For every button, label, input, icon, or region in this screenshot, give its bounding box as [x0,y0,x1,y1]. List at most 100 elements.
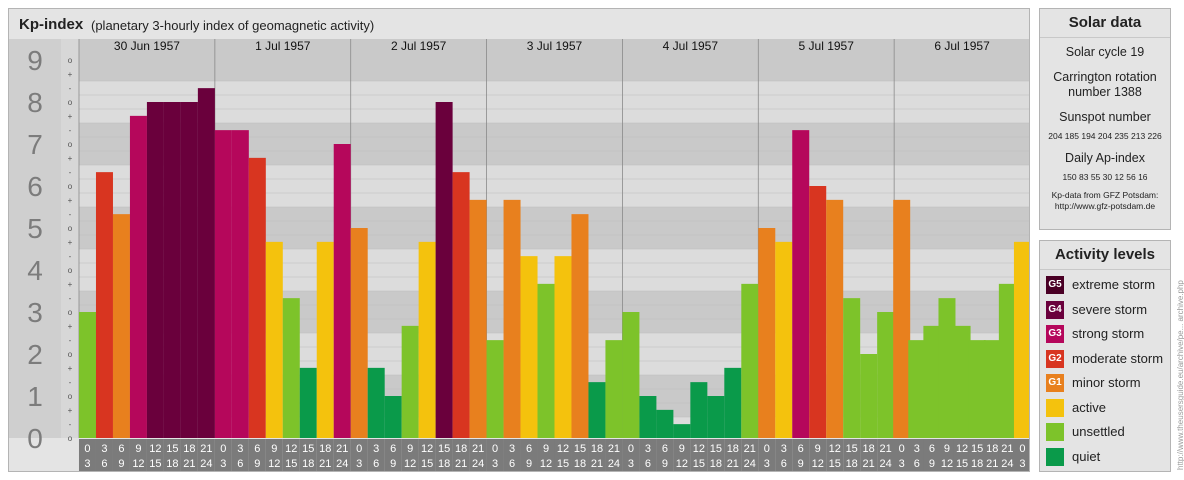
minor-tick-mark: o [68,182,73,191]
minor-tick-mark: + [68,112,73,121]
interval-end-label: 3 [628,458,634,470]
interval-tile [983,439,1001,471]
kp-bar [860,354,878,438]
interval-tile [197,439,215,471]
interval-start-label: 15 [302,443,314,455]
minor-tick-mark: + [68,280,73,289]
interval-tile [826,439,844,471]
interval-start-label: 18 [455,443,467,455]
kp-bar [983,340,1001,438]
interval-end-label: 15 [956,458,968,470]
kp-bar [452,172,470,438]
interval-end-label: 9 [254,458,260,470]
minor-tick-mark: - [69,84,72,93]
band-9 [79,39,1029,81]
interval-tile [998,439,1016,471]
legend-swatch [1046,423,1064,441]
interval-start-label: 3 [237,443,243,455]
interval-end-label: 24 [472,458,484,470]
day-label: 2 Jul 1957 [391,39,447,53]
interval-tile [923,439,941,471]
interval-start-label: 0 [764,443,770,455]
legend-label: quiet [1072,448,1101,464]
interval-tile [248,439,266,471]
interval-end-label: 3 [492,458,498,470]
interval-end-label: 12 [676,458,688,470]
interval-tile [588,439,606,471]
interval-tile [214,439,232,471]
kp-bar [316,241,334,438]
interval-start-label: 15 [710,443,722,455]
activity-levels-box: Activity levels G5 extreme storm G4 severe … [1039,240,1171,472]
interval-end-label: 24 [1001,458,1013,470]
y-tick-label: 6 [27,171,43,202]
interval-start-label: 18 [319,443,331,455]
interval-end-label: 21 [986,458,998,470]
interval-tile [520,439,538,471]
interval-start-label: 15 [166,443,178,455]
minor-tick-mark: - [69,336,72,345]
interval-start-label: 12 [557,443,569,455]
source-link[interactable]: http://www.gfz-potsdam.de [1054,201,1156,211]
interval-end-label: 21 [863,458,875,470]
minor-tick-mark: - [69,378,72,387]
interval-end-label: 9 [662,458,668,470]
interval-end-label: 18 [710,458,722,470]
interval-tile [350,439,368,471]
kp-bar [741,283,759,438]
y-tick-label: 5 [27,213,43,244]
kp-bar [78,312,96,438]
legend-label: moderate storm [1072,350,1164,366]
kp-bar [282,298,300,438]
kp-bar [435,102,453,438]
solar-data-box: Solar data Solar cycle 19 Carrington rot… [1039,8,1171,230]
interval-tile [877,439,895,471]
kp-bar [350,228,368,438]
minor-tick-mark: o [68,308,73,317]
minor-tick-mark: + [68,70,73,79]
interval-start-label: 18 [863,443,875,455]
interval-start-label: 0 [899,443,905,455]
kp-bar [1013,241,1029,438]
interval-end-label: 6 [101,458,107,470]
interval-tile [724,439,742,471]
chart-title: Kp-index [19,16,84,33]
interval-end-label: 24 [744,458,756,470]
minor-tick-mark: + [68,364,73,373]
interval-end-label: 24 [608,458,620,470]
minor-tick-mark: - [69,420,72,429]
ap-values: 150 83 55 30 12 56 16 [1062,172,1148,182]
minor-tick-mark: o [68,224,73,233]
interval-tile [163,439,181,471]
interval-start-label: 21 [608,443,620,455]
legend-swatch: G4 [1046,300,1064,319]
minor-tick-mark: o [68,98,73,107]
interval-tile [231,439,249,471]
kp-index-panel: 0 1 2 3 4 5 6 7 8 9 o - + o - + o - + o - + o - + o - + o - + o - + o - + o 30… [8,8,1030,472]
interval-end-label: 21 [727,458,739,470]
interval-tile [622,439,640,471]
kp-bar [968,340,986,438]
legend-label: strong storm [1072,326,1145,341]
legend-swatch: G5 [1046,276,1064,294]
interval-end-label: 24 [200,458,212,470]
interval-start-label: 3 [781,443,787,455]
interval-tile [299,439,317,471]
kp-bar [690,382,708,438]
carrington-line2: number 1388 [1068,85,1142,99]
interval-tile [486,439,504,471]
interval-end-label: 15 [149,458,161,470]
interval-start-label: 18 [591,443,603,455]
kp-bar [571,214,589,438]
interval-start-label: 6 [798,443,804,455]
interval-start-label: 9 [815,443,821,455]
interval-end-label: 12 [132,458,144,470]
legend-label: minor storm [1072,375,1141,390]
interval-end-label: 15 [421,458,433,470]
interval-start-label: 9 [135,443,141,455]
interval-end-label: 18 [971,458,983,470]
kp-bar [95,172,113,438]
interval-start-label: 0 [628,443,634,455]
kp-bar [180,102,198,438]
interval-end-label: 9 [798,458,804,470]
